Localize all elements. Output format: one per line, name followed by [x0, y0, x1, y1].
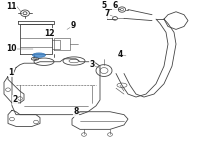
Text: 12: 12 [44, 29, 54, 38]
Text: 7: 7 [104, 9, 110, 19]
Text: 11: 11 [6, 2, 16, 11]
Text: 3: 3 [89, 60, 95, 69]
Text: 1: 1 [8, 67, 14, 77]
Text: 5: 5 [101, 1, 107, 10]
Text: 2: 2 [12, 95, 18, 105]
Text: 10: 10 [6, 44, 16, 53]
Ellipse shape [32, 53, 46, 57]
Text: 9: 9 [70, 21, 76, 30]
Text: 8: 8 [73, 107, 79, 116]
Text: 6: 6 [112, 1, 118, 10]
Text: 4: 4 [117, 50, 123, 59]
